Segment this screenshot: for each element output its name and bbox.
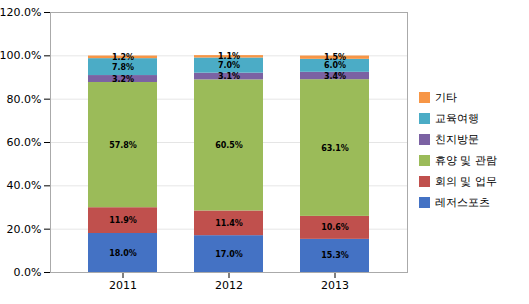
svg-text:57.8%: 57.8%: [109, 141, 137, 150]
svg-text:11.9%: 11.9%: [109, 216, 137, 225]
svg-text:120.0%: 120.0%: [0, 6, 42, 19]
svg-text:10.6%: 10.6%: [321, 223, 349, 232]
svg-text:2011: 2011: [109, 279, 137, 292]
svg-text:2013: 2013: [321, 279, 349, 292]
svg-text:2012: 2012: [215, 279, 243, 292]
svg-text:17.0%: 17.0%: [215, 250, 243, 259]
html-text:교육여행: 교육여행: [435, 112, 479, 125]
svg-text:1.1%: 1.1%: [218, 52, 240, 61]
svg-text:63.1%: 63.1%: [321, 144, 349, 153]
svg-text:1.5%: 1.5%: [324, 53, 346, 62]
html-text:친지방문: 친지방문: [435, 133, 479, 146]
html-text:휴양 및 관람: 휴양 및 관람: [435, 154, 497, 167]
svg-text:20.0%: 20.0%: [7, 223, 42, 236]
html-text:레저스포츠: 레저스포츠: [435, 196, 490, 209]
svg-text:40.0%: 40.0%: [7, 179, 42, 192]
svg-text:3.2%: 3.2%: [112, 75, 134, 84]
svg-text:15.3%: 15.3%: [321, 251, 349, 260]
svg-text:7.8%: 7.8%: [112, 63, 134, 72]
svg-text:18.0%: 18.0%: [109, 249, 137, 258]
svg-text:3.1%: 3.1%: [218, 72, 240, 81]
svg-text:60.5%: 60.5%: [215, 141, 243, 150]
html-text:기타: 기타: [435, 91, 457, 104]
svg-text:1.2%: 1.2%: [112, 53, 134, 62]
svg-text:100.0%: 100.0%: [0, 49, 42, 62]
svg-text:80.0%: 80.0%: [7, 93, 42, 106]
svg-text:11.4%: 11.4%: [215, 219, 243, 228]
html-text:회의 및 업무: 회의 및 업무: [435, 175, 497, 188]
svg-text:0.0%: 0.0%: [14, 266, 42, 279]
svg-text:6.0%: 6.0%: [324, 61, 346, 70]
svg-text:7.0%: 7.0%: [218, 61, 240, 70]
svg-text:3.4%: 3.4%: [324, 72, 346, 81]
svg-text:60.0%: 60.0%: [7, 136, 42, 149]
